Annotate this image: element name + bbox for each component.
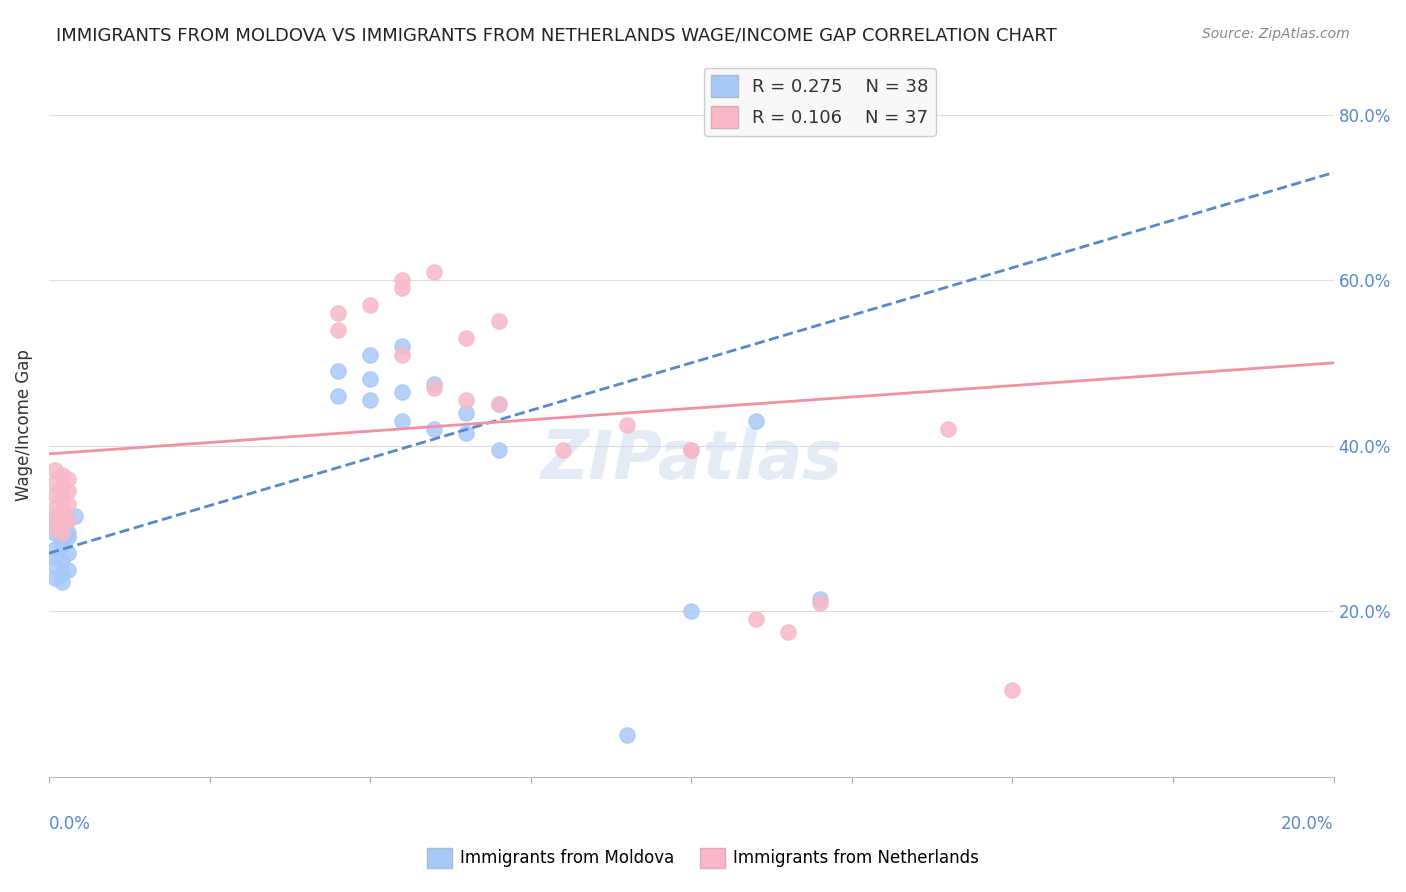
- Point: [744, 414, 766, 428]
- Point: [44, 558, 66, 573]
- Point: [51, 538, 73, 552]
- Point: [51, 521, 73, 535]
- Point: [58, 484, 80, 499]
- Text: ZIPatlas: ZIPatlas: [540, 427, 842, 493]
- Point: [51, 492, 73, 507]
- Point: [391, 384, 413, 399]
- Point: [456, 405, 478, 419]
- Point: [51, 525, 73, 540]
- Point: [44, 525, 66, 540]
- Text: IMMIGRANTS FROM MOLDOVA VS IMMIGRANTS FROM NETHERLANDS WAGE/INCOME GAP CORRELATI: IMMIGRANTS FROM MOLDOVA VS IMMIGRANTS FR…: [56, 27, 1057, 45]
- Point: [423, 265, 446, 279]
- Point: [391, 281, 413, 295]
- Point: [616, 728, 638, 742]
- Point: [44, 508, 66, 523]
- Point: [456, 331, 478, 345]
- Point: [423, 422, 446, 436]
- Point: [58, 472, 80, 486]
- Point: [326, 389, 349, 403]
- Point: [488, 442, 510, 457]
- Point: [58, 513, 80, 527]
- Point: [44, 521, 66, 535]
- Point: [808, 591, 831, 606]
- Point: [681, 442, 703, 457]
- Point: [44, 488, 66, 502]
- Point: [44, 517, 66, 532]
- Point: [936, 422, 959, 436]
- Point: [51, 554, 73, 568]
- Point: [51, 467, 73, 482]
- Point: [51, 566, 73, 581]
- Point: [488, 397, 510, 411]
- Point: [63, 508, 86, 523]
- Point: [326, 306, 349, 320]
- Point: [456, 393, 478, 408]
- Point: [44, 542, 66, 557]
- Text: Source: ZipAtlas.com: Source: ZipAtlas.com: [1202, 27, 1350, 41]
- Point: [391, 339, 413, 353]
- Point: [391, 348, 413, 362]
- Point: [776, 624, 799, 639]
- Point: [456, 426, 478, 441]
- Point: [359, 348, 381, 362]
- Point: [51, 505, 73, 519]
- Point: [359, 372, 381, 386]
- Point: [808, 596, 831, 610]
- Point: [391, 414, 413, 428]
- Point: [51, 575, 73, 590]
- Point: [423, 376, 446, 391]
- Point: [58, 530, 80, 544]
- Point: [681, 442, 703, 457]
- Point: [488, 314, 510, 328]
- Point: [488, 397, 510, 411]
- Point: [1001, 682, 1024, 697]
- Point: [51, 480, 73, 494]
- Legend: Immigrants from Moldova, Immigrants from Netherlands: Immigrants from Moldova, Immigrants from…: [420, 841, 986, 875]
- Point: [44, 571, 66, 585]
- Point: [58, 513, 80, 527]
- Point: [44, 550, 66, 565]
- Point: [58, 525, 80, 540]
- Y-axis label: Wage/Income Gap: Wage/Income Gap: [15, 349, 32, 501]
- Point: [744, 612, 766, 626]
- Point: [551, 442, 574, 457]
- Point: [44, 513, 66, 527]
- Point: [44, 500, 66, 515]
- Point: [359, 393, 381, 408]
- Point: [423, 381, 446, 395]
- Point: [616, 417, 638, 432]
- Point: [58, 563, 80, 577]
- Text: 20.0%: 20.0%: [1281, 815, 1334, 833]
- Point: [359, 298, 381, 312]
- Text: 0.0%: 0.0%: [49, 815, 91, 833]
- Point: [681, 604, 703, 618]
- Point: [44, 475, 66, 490]
- Point: [326, 323, 349, 337]
- Point: [391, 273, 413, 287]
- Legend: R = 0.275    N = 38, R = 0.106    N = 37: R = 0.275 N = 38, R = 0.106 N = 37: [703, 68, 936, 136]
- Point: [58, 497, 80, 511]
- Point: [326, 364, 349, 378]
- Point: [44, 463, 66, 477]
- Point: [58, 546, 80, 560]
- Point: [51, 517, 73, 532]
- Point: [51, 533, 73, 548]
- Point: [51, 505, 73, 519]
